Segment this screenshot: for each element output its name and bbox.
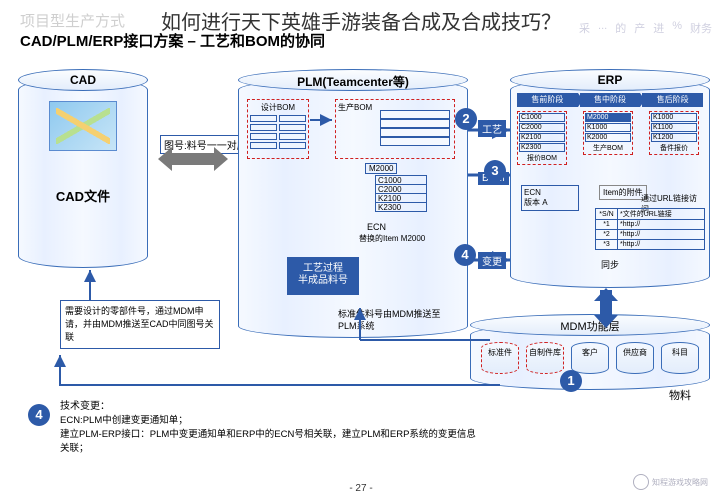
label-biangen: 变更 (478, 252, 506, 269)
url-table: *S/N*文件的URL链接 *1*http:// *2*http:// *3*h… (595, 208, 705, 250)
mdm-cell-make: 自制件库 (526, 342, 564, 374)
erp-ecn-box: ECN 版本 A (521, 185, 579, 211)
mdm-cell-supplier: 供应商 (616, 342, 654, 374)
overlay-title: 如何进行天下英雄手游装备合成及合成技巧？ (0, 6, 722, 35)
cad-file-label: CAD文件 (25, 186, 141, 205)
ecn-sublabel: 替换的Item M2000 (359, 233, 425, 244)
erp-cylinder: ERP 售前阶段 售中阶段 售后阶段 C1000C2000 K2100K2300… (510, 78, 710, 288)
note-text-3: 技术变更： ECN:PLM中创建变更通知单； 建立PLM-ERP接口：PLM中变… (60, 400, 480, 456)
badge-2: 2 (455, 108, 477, 130)
quote-bom-box: C1000C2000 K2100K2300 报价BOM (517, 111, 567, 165)
plm-cylinder: PLM(Teamcenter等) 设计BOM 生产BOM M2000 C1000… (238, 78, 468, 338)
bidirectional-arrow-icon (158, 145, 228, 173)
ecn-label: ECN (367, 222, 386, 232)
note-box-1: 需要设计的零部件号，通过MDM申请，并由MDM推送至CAD中同图号关联 (60, 300, 220, 349)
mdm-cell-standard: 标准件 (481, 342, 519, 374)
cad-thumbnail (49, 101, 117, 151)
badge-4a: 4 (454, 244, 476, 266)
mdm-cell-account: 科目 (661, 342, 699, 374)
mdm-cell-customer: 客户 (571, 342, 609, 374)
label-gongyi: 工艺 (478, 120, 506, 137)
cad-cylinder: CAD CAD文件 (18, 78, 148, 268)
cad-header: CAD (19, 73, 147, 87)
sync-label: 同步 (517, 258, 703, 271)
watermark-logo-icon (633, 474, 649, 490)
production-bom-box: 生产BOM (335, 99, 455, 159)
watermark: 知程游戏攻略网 (633, 474, 708, 490)
craft-process-box: 工艺过程 半成品料号 (287, 257, 359, 295)
m2000-node: M2000 (365, 163, 397, 174)
design-bom-box: 设计BOM (247, 99, 309, 159)
material-label: 物料 (669, 387, 691, 403)
note-text-2: 标准件料号由MDM推送至PLM系统 (338, 308, 458, 332)
parts-list: C1000 C2000 K2100 K2300 (375, 175, 427, 211)
badge-4b: 4 (28, 404, 50, 426)
spare-quote-box: K1000K1100 K1200 备件报价 (649, 111, 699, 155)
phase-row: 售前阶段 售中阶段 售后阶段 (517, 93, 703, 107)
erp-header: ERP (511, 73, 709, 87)
badge-3: 3 (484, 160, 506, 182)
prod-bom-erp-box: M2000 K1000K2000 生产BOM (583, 111, 633, 155)
page-number: - 27 - (0, 483, 722, 494)
item-attachment-label: Item的附件 (599, 185, 647, 200)
mdm-title: MDM功能层 (471, 318, 709, 334)
plm-header: PLM(Teamcenter等) (239, 73, 467, 90)
mdm-cylinder: MDM功能层 标准件 自制件库 客户 供应商 科目 物料 (470, 323, 710, 390)
badge-1: 1 (560, 370, 582, 392)
